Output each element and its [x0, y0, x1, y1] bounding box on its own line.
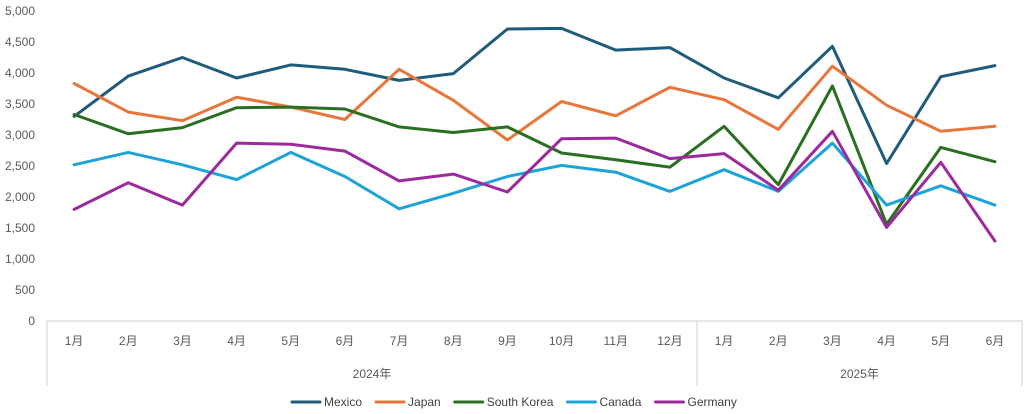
y-tick-label: 4,000: [5, 66, 35, 80]
legend-label: Canada: [599, 395, 641, 409]
legend-label: Germany: [687, 395, 736, 409]
x-tick-label: 2月: [119, 334, 138, 348]
y-tick-label: 3,000: [5, 128, 35, 142]
y-tick-label: 3,500: [5, 97, 35, 111]
series-lines: [72, 26, 997, 243]
series-line-germany: [72, 129, 997, 243]
y-tick-label: 500: [15, 283, 35, 297]
x-tick-label: 1月: [715, 334, 734, 348]
x-group-label: 2024年: [353, 367, 392, 381]
x-axis: 1月 2月 3月 4月 5月 6月 7月 8月 9月 10月 11月 12月 1月 2月 3月 4月 5月 6月 2…: [46, 320, 1023, 386]
x-tick-label: 2月: [769, 334, 788, 348]
series-line-japan: [72, 64, 997, 142]
y-tick-label: 5,000: [5, 4, 35, 18]
x-tick-label: 3月: [823, 334, 842, 348]
x-tick-label: 6月: [986, 334, 1005, 348]
x-tick-label: 9月: [498, 334, 517, 348]
x-tick-label: 1月: [65, 334, 84, 348]
y-tick-label: 2,000: [5, 190, 35, 204]
x-tick-label: 10月: [549, 334, 574, 348]
x-tick-label: 7月: [390, 334, 409, 348]
x-group-label: 2025年: [840, 367, 879, 381]
y-tick-label: 1,000: [5, 252, 35, 266]
x-tick-label: 4月: [877, 334, 896, 348]
y-tick-label: 1,500: [5, 221, 35, 235]
x-tick-label: 8月: [444, 334, 463, 348]
x-tick-label: 11月: [604, 334, 628, 348]
x-tick-label: 4月: [227, 334, 246, 348]
series-line-mexico: [72, 26, 997, 165]
y-tick-label: 4,500: [5, 35, 35, 49]
x-tick-label: 5月: [931, 334, 950, 348]
legend-label: South Korea: [487, 395, 554, 409]
legend-label: Japan: [408, 395, 441, 409]
legend-label: Mexico: [324, 395, 362, 409]
x-tick-label: 5月: [281, 334, 300, 348]
series-line-south-korea: [72, 84, 997, 226]
x-tick-label: 3月: [173, 334, 192, 348]
x-tick-label: 12月: [657, 334, 682, 348]
y-tick-label: 2,500: [5, 159, 35, 173]
y-tick-label: 0: [28, 314, 35, 328]
legend: Mexico Japan South Korea Canada Germany: [290, 395, 737, 409]
x-tick-label: 6月: [336, 334, 355, 348]
series-line-canada: [72, 141, 997, 211]
y-axis-labels: 0 500 1,000 1,500 2,000 2,500 3,000 3,500 4,000 4…: [5, 4, 35, 328]
